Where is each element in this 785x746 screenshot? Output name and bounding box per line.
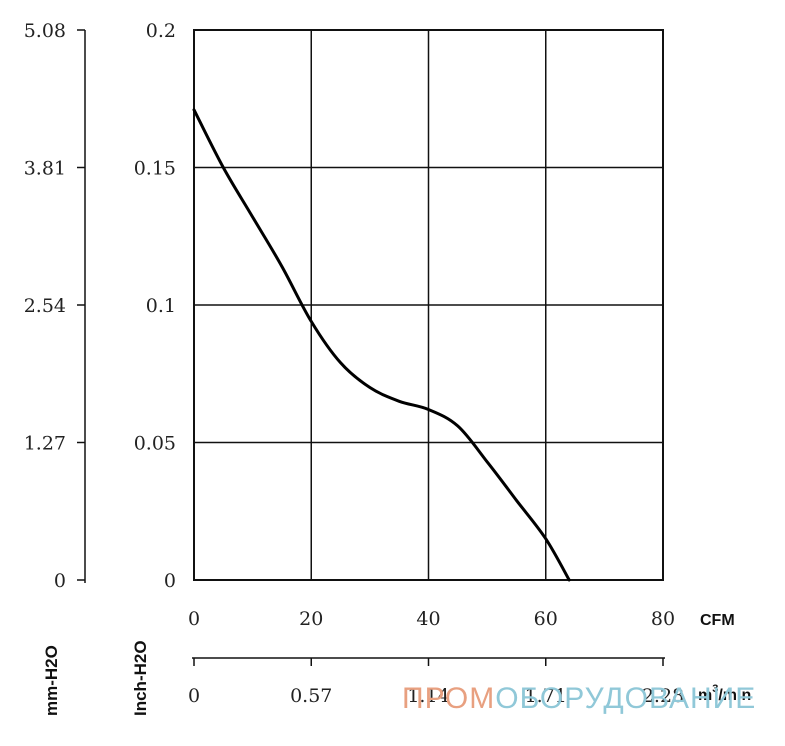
mm-h2o-axis-label: mm-H2O (42, 645, 61, 716)
series-layer (192, 108, 571, 582)
inch-h2o-axis-label: Inch-H2O (131, 640, 150, 716)
m3min-tick-label: 0.57 (290, 685, 332, 707)
inch-h2o-tick-label: 0.1 (146, 295, 176, 317)
cfm-unit-label: CFM (700, 612, 735, 629)
m3min-tick-label: 1.14 (407, 685, 449, 707)
pressure-flow-curve (192, 108, 571, 582)
m3min-tick-label: 2.28 (642, 685, 684, 707)
inch-h2o-tick-label: 0 (164, 570, 176, 592)
inch-h2o-tick-labels: 0 0.05 0.1 0.15 0.2 (134, 20, 176, 592)
m3min-axis: 0 0.57 1.14 1.71 2.28 (188, 657, 684, 707)
grid (194, 30, 663, 580)
cfm-tick-label: 60 (534, 608, 558, 630)
cfm-tick-labels: 0 20 40 60 80 (188, 608, 675, 630)
mm-h2o-tick-label: 5.08 (24, 20, 66, 42)
cfm-tick-label: 20 (299, 608, 323, 630)
mm-h2o-tick-label: 3.81 (24, 158, 66, 180)
watermark-part2: ОБОРУДОВАНИЕ (495, 682, 756, 715)
mm-h2o-tick-label: 2.54 (24, 295, 66, 317)
m3min-unit-label: m3/min (698, 683, 751, 704)
m3min-unit-superscript: 3 (712, 683, 718, 695)
cfm-tick-label: 80 (651, 608, 675, 630)
cfm-tick-label: 0 (188, 608, 200, 630)
watermark: ПРОМОБОРУДОВАНИЕ (402, 682, 756, 715)
inch-h2o-tick-label: 0.15 (134, 158, 176, 180)
inch-h2o-tick-label: 0.05 (134, 433, 176, 455)
m3min-unit-prefix: m (698, 687, 712, 704)
watermark-part1: ПРОМ (402, 682, 495, 715)
plot-frame (193, 29, 664, 581)
inch-h2o-tick-label: 0.2 (146, 20, 176, 42)
mm-h2o-tick-label: 1.27 (24, 433, 66, 455)
mm-h2o-tick-label: 0 (54, 570, 66, 592)
cfm-tick-label: 40 (416, 608, 440, 630)
m3min-tick-label: 1.71 (525, 685, 567, 707)
m3min-unit-suffix: /min (718, 687, 751, 704)
m3min-tick-label: 0 (188, 685, 200, 707)
mm-h2o-axis: 0 1.27 2.54 3.81 5.08 (24, 20, 86, 592)
